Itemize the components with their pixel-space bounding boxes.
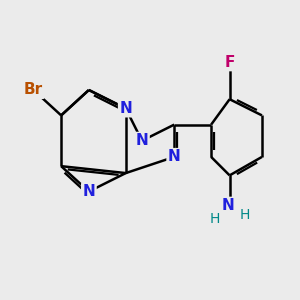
Text: F: F <box>224 55 235 70</box>
Text: Br: Br <box>24 82 43 98</box>
Text: H: H <box>209 212 220 226</box>
Text: N: N <box>136 133 148 148</box>
Text: N: N <box>82 184 95 199</box>
Text: N: N <box>119 101 132 116</box>
Text: H: H <box>239 208 250 222</box>
Text: N: N <box>222 198 235 213</box>
Text: N: N <box>168 149 181 164</box>
